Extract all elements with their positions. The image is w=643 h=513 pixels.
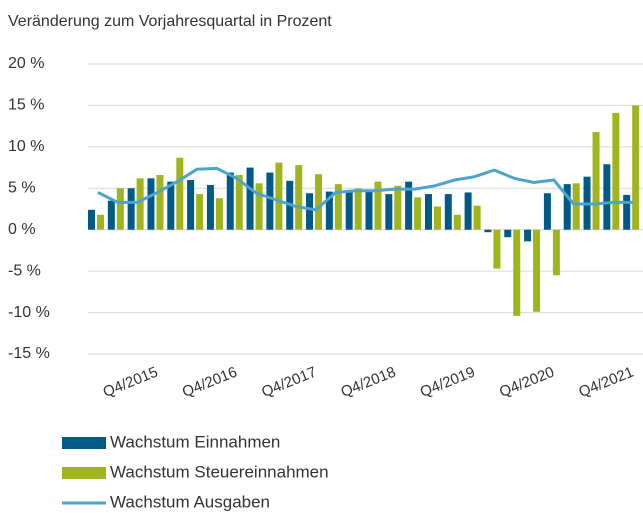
y-tick-label: 15 %	[8, 97, 44, 114]
bar	[107, 200, 115, 230]
y-tick-label: 20 %	[8, 55, 44, 72]
bar	[374, 181, 382, 230]
bar	[394, 185, 402, 230]
bar	[513, 229, 521, 316]
bar	[295, 165, 303, 230]
x-tick-label: Q4/2019	[418, 364, 478, 401]
bar	[88, 209, 95, 230]
x-tick-label: Q4/2018	[338, 364, 398, 401]
bar	[226, 172, 234, 230]
legend-swatch	[62, 437, 106, 449]
bar	[572, 183, 580, 230]
bar	[167, 181, 175, 230]
x-tick-label: Q4/2017	[259, 364, 319, 401]
bar	[147, 178, 155, 230]
bar	[414, 197, 422, 230]
x-tick-label: Q4/2021	[576, 364, 636, 401]
bar	[623, 194, 631, 230]
bar	[176, 157, 184, 230]
bar	[97, 214, 104, 230]
bar	[255, 183, 263, 230]
bar	[405, 181, 413, 230]
legend-label: Wachstum Steuereinnahmen	[110, 462, 329, 481]
bar	[345, 189, 353, 230]
bar	[206, 184, 214, 230]
y-tick-label: 0 %	[8, 221, 36, 238]
x-tick-label: Q4/2016	[180, 364, 240, 401]
bar	[275, 162, 283, 230]
bar	[464, 192, 472, 230]
y-tick-label: -5 %	[8, 262, 41, 279]
bar	[612, 112, 620, 230]
bar	[453, 214, 461, 230]
y-tick-label: -15 %	[8, 345, 50, 362]
bar	[603, 164, 611, 230]
bar	[552, 229, 560, 276]
y-tick-label: 5 %	[8, 180, 36, 197]
bar	[156, 175, 164, 230]
bar	[325, 191, 333, 230]
bar	[235, 175, 243, 230]
bar	[484, 229, 492, 233]
x-tick-label: Q4/2020	[497, 364, 557, 401]
bar	[632, 105, 640, 230]
bar	[433, 206, 441, 230]
x-tick-label: Q4/2015	[101, 364, 161, 401]
bar	[266, 172, 274, 230]
bar	[306, 193, 314, 230]
bar	[473, 205, 481, 230]
bar	[592, 131, 600, 230]
bar	[187, 180, 195, 230]
bar	[116, 188, 124, 230]
bar	[127, 188, 135, 230]
line	[97, 166, 634, 212]
bar	[334, 184, 342, 230]
y-tick-label: -10 %	[8, 304, 50, 321]
y-tick-label: 10 %	[8, 138, 44, 155]
legend-label: Wachstum Ausgaben	[110, 492, 270, 511]
bar	[136, 178, 144, 230]
bar	[196, 194, 204, 230]
bar	[365, 191, 373, 230]
bar	[354, 188, 362, 230]
bar	[543, 193, 551, 230]
bar	[524, 229, 532, 242]
bar	[444, 194, 452, 230]
bar	[504, 229, 512, 238]
bar	[563, 184, 571, 230]
chart-subtitle: Veränderung zum Vorjahresquartal in Proz…	[8, 13, 332, 30]
bar	[533, 229, 541, 312]
bar	[215, 198, 223, 230]
bar	[385, 194, 393, 230]
legend-swatch	[62, 467, 106, 479]
bar	[246, 167, 254, 230]
bar	[424, 194, 432, 230]
legend-label: Wachstum Einnahmen	[110, 432, 280, 451]
bar	[315, 174, 323, 230]
bar	[493, 229, 501, 269]
